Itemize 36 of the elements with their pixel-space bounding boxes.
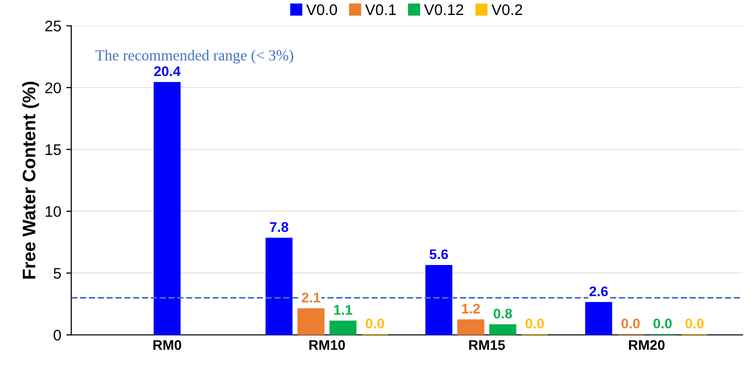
- y-axis-title: Free Water Content (%): [22, 82, 39, 279]
- x-tick-label: RM0: [153, 340, 182, 350]
- x-tick-label: RM10: [309, 340, 345, 350]
- data-label: 0.0: [685, 318, 704, 328]
- data-label: 0.8: [494, 308, 512, 319]
- y-tick-label: 5: [54, 268, 61, 279]
- data-label: 1.1: [334, 305, 352, 315]
- data-label: 2.1: [302, 292, 320, 302]
- data-label: 1.2: [462, 304, 480, 314]
- y-tick-label: 25: [45, 20, 61, 32]
- data-label: 0.0: [366, 318, 384, 328]
- data-label: 20.4: [154, 66, 181, 76]
- data-label: 7.8: [270, 222, 288, 232]
- bar: [489, 324, 516, 335]
- legend-label: V0.12: [424, 4, 464, 16]
- bar: [329, 320, 356, 335]
- x-tick-label: RM15: [469, 340, 505, 350]
- bar: [298, 308, 324, 335]
- data-label: 2.6: [589, 286, 608, 296]
- data-label: 0.0: [622, 318, 640, 328]
- bar: [266, 238, 292, 335]
- legend-label: V0.1: [365, 4, 396, 16]
- ref-line-label: The recommended range (< 3%): [96, 50, 294, 64]
- data-label: 0.0: [653, 318, 672, 328]
- data-label: 5.6: [430, 249, 448, 260]
- y-tick-label: 20: [45, 82, 61, 94]
- bar: [585, 302, 612, 335]
- x-tick-label: RM20: [629, 340, 665, 350]
- y-tick-label: 10: [46, 206, 61, 217]
- y-tick-label: 15: [46, 144, 61, 156]
- data-label: 0.0: [526, 318, 544, 328]
- legend-label: V0.2: [492, 4, 522, 16]
- y-tick-label: 0: [54, 330, 61, 341]
- bar: [457, 319, 484, 335]
- bar: [425, 264, 452, 335]
- legend-label: V0.0: [306, 4, 337, 16]
